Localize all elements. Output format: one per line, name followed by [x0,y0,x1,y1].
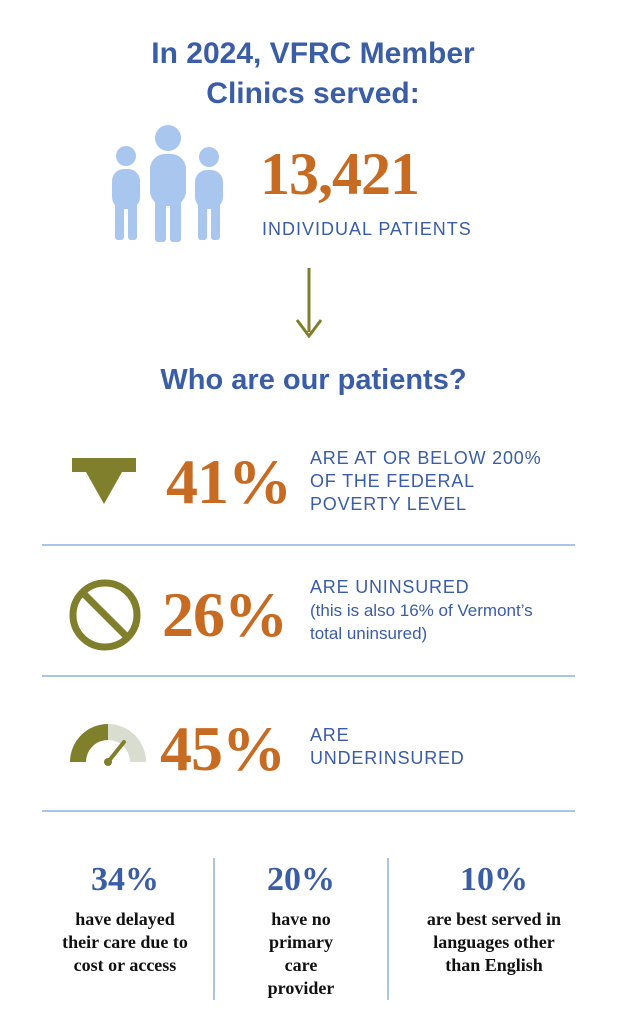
arrow-down-icon [295,268,323,339]
vertical-divider [213,858,215,1000]
bottom-stat-percent: 20% [267,861,335,898]
divider [42,810,575,812]
vertical-divider [387,858,389,1000]
people-icon [112,125,223,242]
prohibited-icon [69,579,141,651]
stat-description: ARE UNINSURED (this is also 16% of Vermo… [310,576,560,645]
stat-description: ARE UNDERINSURED [310,725,465,768]
divider [42,675,575,677]
patient-count: 13,421 [260,141,420,207]
down-arrow-icon [72,458,136,504]
bottom-stat: 20% have no primary care provider [218,858,384,1000]
section-title: Who are our patients? [160,364,467,396]
stat-description-main: ARE UNINSURED [310,577,470,597]
bottom-stat: 34% have delayed their care due to cost … [42,858,208,977]
bottom-stat-percent: 34% [91,861,159,898]
bottom-stat-description: have delayed their care due to cost or a… [62,909,188,975]
bottom-stat-percent: 10% [460,861,528,898]
stat-percent: 26% [162,579,288,650]
page-title: In 2024, VFRC Member Clinics served: [151,37,475,110]
bottom-stat-description: are best served in languages other than … [426,909,562,975]
stat-percent: 45% [160,713,286,784]
stat-note: (this is also 16% of Vermont’s total uni… [310,601,533,643]
bottom-stat: 10% are best served in languages other t… [394,858,594,977]
stat-percent: 41% [166,446,292,517]
divider [42,544,575,546]
gauge-icon [70,724,146,766]
bottom-stat-description: have no primary care provider [267,909,335,998]
stat-description: ARE AT OR BELOW 200% OF THE FEDERAL POVE… [310,448,542,514]
patient-count-label: INDIVIDUAL PATIENTS [262,219,472,239]
